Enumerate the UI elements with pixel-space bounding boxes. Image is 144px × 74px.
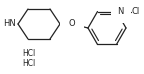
Text: N: N: [118, 7, 124, 16]
Text: O: O: [69, 20, 75, 28]
Text: O: O: [69, 20, 75, 28]
Text: HCl: HCl: [22, 50, 35, 59]
Text: HN: HN: [3, 20, 16, 28]
Text: HCl: HCl: [22, 59, 35, 67]
Text: Cl: Cl: [131, 7, 140, 16]
